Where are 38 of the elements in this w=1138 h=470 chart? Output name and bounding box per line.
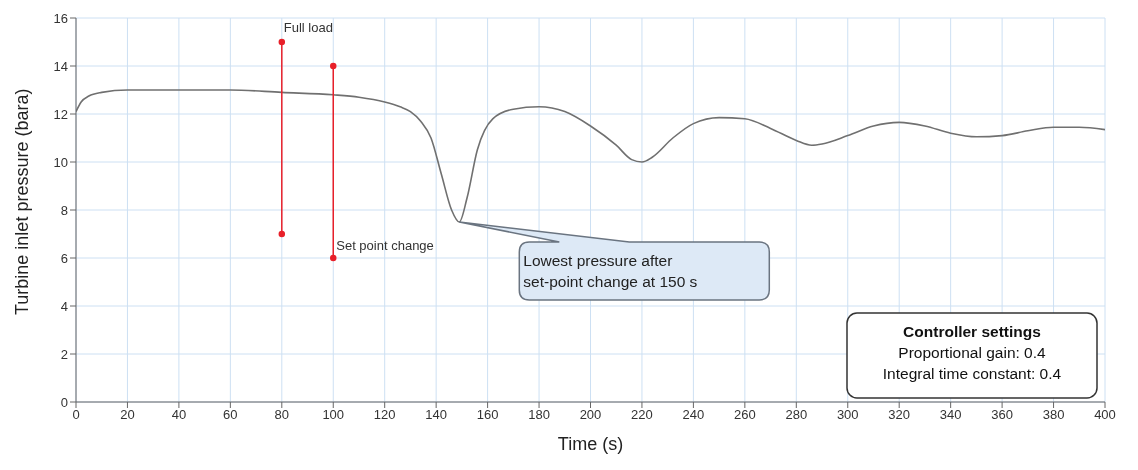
- x-tick-label: 320: [888, 407, 911, 423]
- x-tick-label: 300: [836, 407, 859, 423]
- y-tick-label: 10: [53, 154, 68, 170]
- x-tick-label: 220: [631, 407, 653, 423]
- x-axis-title: Time (s): [557, 434, 624, 454]
- x-tick-label: 0: [72, 407, 80, 423]
- x-tick-label: 380: [1042, 407, 1065, 423]
- y-tick-label: 0: [60, 394, 68, 410]
- x-tick-label: 60: [223, 407, 238, 423]
- x-tick-label: 400: [1094, 407, 1116, 423]
- y-axis-title: Turbine inlet pressure (bara): [12, 88, 33, 315]
- x-tick-label: 260: [734, 407, 756, 423]
- y-tick-label: 6: [60, 250, 68, 266]
- annotation: Integral time constant: 0.4: [882, 365, 1062, 382]
- x-tick-label: 240: [682, 407, 705, 423]
- x-tick-label: 100: [322, 407, 345, 423]
- y-tick-label: 16: [53, 10, 68, 26]
- x-tick-label: 340: [939, 407, 962, 423]
- y-tick-label: 8: [60, 202, 68, 218]
- x-tick-label: 140: [425, 407, 447, 423]
- y-tick-label: 12: [53, 106, 68, 122]
- y-tick-label: 14: [53, 58, 68, 74]
- annotation: Full load: [283, 20, 333, 35]
- x-tick-label: 180: [528, 407, 550, 423]
- x-tick-label: 20: [120, 407, 135, 423]
- x-tick-label: 200: [579, 407, 602, 423]
- annotation: Proportional gain: 0.4: [898, 344, 1047, 361]
- x-tick-label: 80: [274, 407, 290, 423]
- annotation: Controller settings: [903, 323, 1041, 340]
- x-tick-label: 160: [476, 407, 499, 423]
- x-tick-label: 280: [785, 407, 808, 423]
- y-tick-label: 4: [60, 298, 68, 314]
- x-tick-label: 120: [373, 407, 396, 423]
- x-tick-label: 40: [171, 407, 187, 423]
- annotation: Lowest pressure after set-point change at 150 s: [523, 252, 698, 290]
- annotation: Set point change: [336, 238, 434, 253]
- y-tick-label: 2: [60, 346, 68, 362]
- x-tick-label: 360: [991, 407, 1013, 423]
